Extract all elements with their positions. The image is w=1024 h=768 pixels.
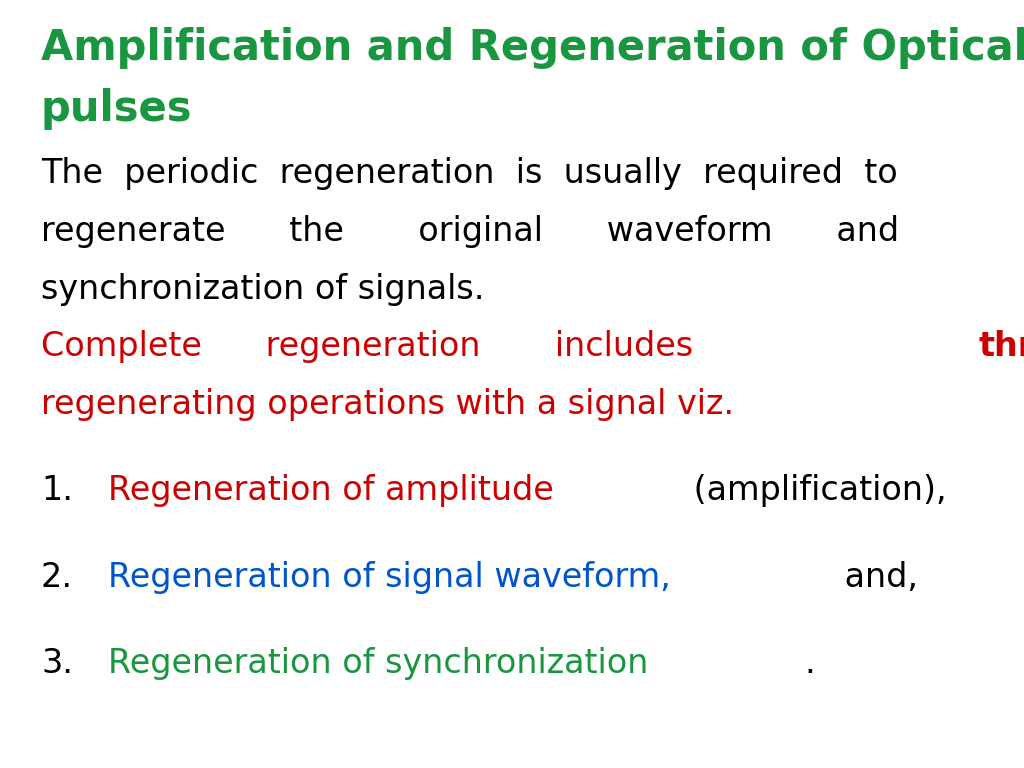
Text: regenerating operations with a signal viz.: regenerating operations with a signal vi… xyxy=(41,388,734,421)
Text: regenerate      the       original      waveform      and: regenerate the original waveform and xyxy=(41,215,899,248)
Text: Amplification and Regeneration of Optical: Amplification and Regeneration of Optica… xyxy=(41,27,1024,69)
Text: synchronization of signals.: synchronization of signals. xyxy=(41,273,484,306)
Text: pulses: pulses xyxy=(41,88,193,131)
Text: The  periodic  regeneration  is  usually  required  to: The periodic regeneration is usually req… xyxy=(41,157,898,190)
Text: Regeneration of synchronization: Regeneration of synchronization xyxy=(108,647,648,680)
Text: 1.: 1. xyxy=(41,474,73,507)
Text: three: three xyxy=(978,330,1024,363)
Text: Regeneration of signal waveform,: Regeneration of signal waveform, xyxy=(108,561,671,594)
Text: .: . xyxy=(805,647,815,680)
Text: (amplification),: (amplification), xyxy=(683,474,946,507)
Text: 2.: 2. xyxy=(41,561,73,594)
Text: and,: and, xyxy=(834,561,918,594)
Text: Complete      regeneration       includes: Complete regeneration includes xyxy=(41,330,767,363)
Text: Regeneration of amplitude: Regeneration of amplitude xyxy=(108,474,553,507)
Text: 3.: 3. xyxy=(41,647,73,680)
